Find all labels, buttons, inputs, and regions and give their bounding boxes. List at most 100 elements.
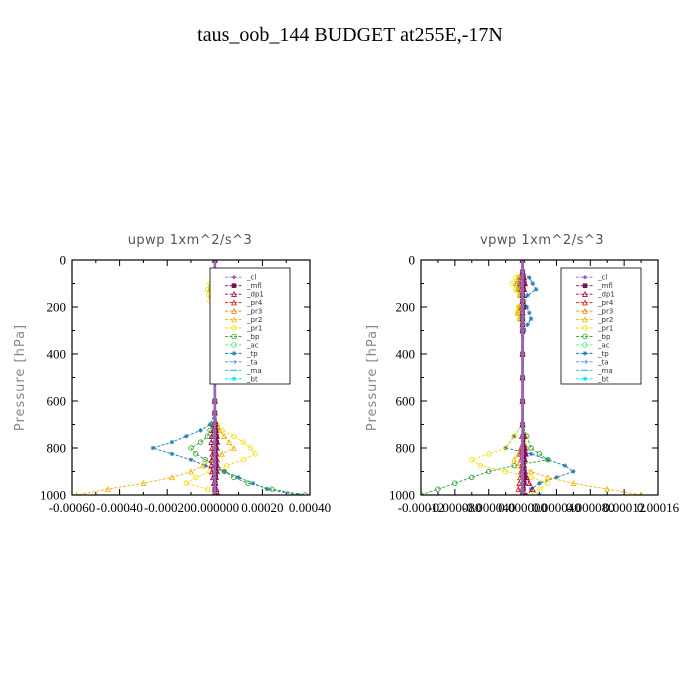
series-point [221, 468, 228, 475]
series-point [252, 451, 258, 457]
series-point [520, 445, 525, 451]
series-point [528, 474, 534, 481]
series-point [212, 486, 218, 492]
legend-label: _bt [597, 375, 609, 383]
legend-entry: _pr2 [576, 316, 613, 324]
legend-marker [231, 283, 237, 288]
series-point [522, 475, 528, 480]
panel-title: upwp 1xm^2/s^3 [128, 233, 253, 248]
legend-marker [582, 333, 588, 340]
series-point [212, 398, 218, 404]
series-point [545, 457, 551, 463]
series-point [520, 463, 525, 468]
legend-entry: _ma [576, 367, 613, 375]
x-tick-label: 0.000080 [566, 500, 615, 515]
series-point [230, 444, 237, 451]
series-point [212, 439, 218, 445]
legend-entry: _bp [225, 333, 260, 341]
plot-frame [71, 259, 311, 496]
upwp-panel: upwp 1xm^2/s^3 Pressure [hPa] 0 200 400 600 80… [13, 233, 331, 515]
series-point [524, 304, 530, 310]
x-tick-label: 0.000040 [532, 500, 581, 515]
series-point [514, 309, 521, 316]
series-point [512, 280, 519, 287]
series-point [520, 287, 525, 292]
legend-entry: _ma [225, 367, 262, 375]
series-point [193, 474, 199, 481]
series-point [520, 422, 525, 427]
legend-entry: _mfl [225, 282, 262, 290]
series-point [214, 492, 220, 495]
legend-entry: _cl [576, 274, 607, 282]
series-point [527, 310, 532, 316]
series-point [515, 462, 522, 469]
legend-marker [582, 325, 588, 331]
legend-label: _bp [597, 333, 611, 341]
legend-label: _tp [246, 350, 258, 358]
series-point [528, 451, 534, 457]
legend-label: _pr3 [597, 308, 613, 316]
legend-marker [231, 290, 237, 297]
legend-marker [582, 307, 588, 314]
series-line [513, 260, 642, 495]
legend-marker [231, 342, 237, 348]
series-point [264, 486, 270, 492]
series-point [520, 322, 525, 327]
legend-marker [582, 283, 588, 288]
series-point [212, 445, 218, 451]
series-point [520, 398, 525, 404]
legend-label: _pr4 [246, 299, 263, 307]
legend: _cl_mfl_dp1_pr4_pr3_pr2_pr1_bp_ac_tp_ta_… [209, 267, 291, 385]
series-point [212, 463, 218, 468]
legend-label: _ma [246, 367, 262, 375]
series-point [226, 438, 233, 445]
series-point [302, 492, 308, 495]
series-point [193, 451, 199, 457]
legend-entry: _tp [576, 350, 609, 358]
series-point [515, 485, 522, 492]
panel-title: vpwp 1xm^2/s^3 [480, 233, 604, 248]
legend-label: _ta [246, 358, 258, 366]
series-point [202, 457, 208, 463]
series-point [520, 281, 525, 286]
series-point [204, 433, 211, 439]
x-tick-label: 0.00020 [241, 500, 283, 515]
legend-marker [582, 316, 588, 323]
series-point [502, 445, 509, 451]
legend-entry: _bp [576, 333, 611, 341]
series-point [511, 433, 517, 439]
legend-entry: _pr2 [225, 316, 262, 324]
y-tick-label: 400 [396, 347, 416, 362]
series-point [169, 451, 175, 457]
legend-entry: _ta [225, 358, 258, 366]
legend-label: _tp [597, 350, 609, 358]
series-point [528, 486, 534, 492]
series-point [511, 462, 517, 469]
legend-marker [231, 376, 237, 382]
x-tick-label: 0.00012 [603, 500, 645, 515]
series-point [240, 457, 247, 463]
legend-marker [231, 274, 237, 280]
series-point [218, 450, 225, 457]
legend-label: _pr2 [246, 316, 262, 324]
x-tick-label: 0.000000 [190, 500, 239, 515]
series-point [231, 433, 237, 439]
x-tick-label: -0.00020 [144, 500, 191, 515]
y-tick-label: 800 [47, 441, 67, 456]
plot-area [421, 260, 643, 495]
figure-title: taus_oob_144 BUDGET at255E,-17N [197, 24, 503, 46]
y-axis-label: Pressure [hPa] [13, 324, 28, 431]
series-point [520, 480, 525, 486]
series-point [537, 480, 542, 486]
series-point [212, 480, 218, 486]
y-tick-label: 400 [47, 347, 67, 362]
series-point [520, 433, 525, 439]
series-point [188, 445, 194, 451]
legend-label: _cl [597, 274, 607, 282]
legend-entry: _pr1 [225, 325, 262, 333]
series-point [520, 457, 525, 463]
series-point [188, 468, 194, 475]
series-point [604, 485, 611, 492]
legend-label: _mfl [597, 282, 613, 290]
series-point [536, 451, 543, 457]
